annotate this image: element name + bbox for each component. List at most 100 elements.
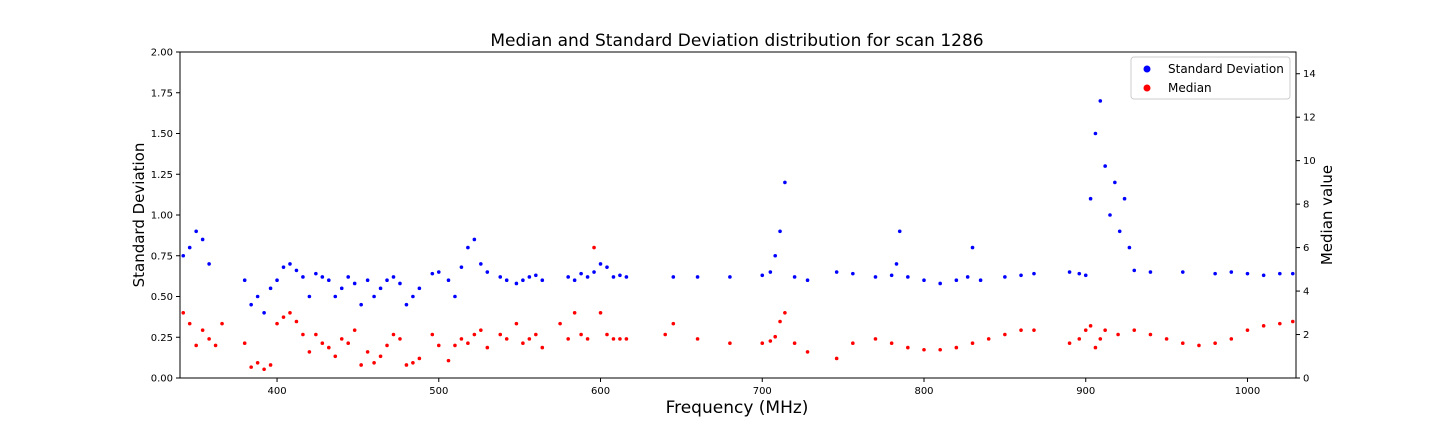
std-point bbox=[479, 262, 483, 266]
std-point bbox=[281, 265, 286, 269]
median-point bbox=[938, 347, 942, 352]
median-point bbox=[485, 345, 490, 350]
std-point bbox=[1032, 271, 1036, 276]
median-point bbox=[339, 337, 344, 341]
median-point bbox=[446, 358, 451, 363]
median-point bbox=[579, 332, 583, 337]
legend-label-median: Median bbox=[1168, 81, 1212, 95]
std-point bbox=[514, 281, 519, 286]
median-point bbox=[430, 332, 435, 337]
median-point bbox=[773, 334, 777, 339]
median-point bbox=[760, 341, 765, 346]
median-point bbox=[498, 332, 503, 337]
median-point bbox=[504, 337, 509, 341]
std-point bbox=[611, 275, 616, 279]
median-point bbox=[187, 321, 192, 326]
std-point bbox=[242, 278, 247, 283]
std-point bbox=[1113, 180, 1117, 185]
median-point bbox=[1116, 332, 1120, 337]
legend: Standard Deviation Median bbox=[1130, 56, 1291, 100]
std-point bbox=[472, 237, 477, 242]
median-point bbox=[268, 363, 273, 367]
x-tick-label: 500 bbox=[429, 386, 448, 397]
median-point bbox=[411, 360, 415, 365]
median-point bbox=[768, 339, 773, 343]
std-point bbox=[453, 294, 457, 299]
std-point bbox=[255, 294, 260, 299]
chart-title: Median and Standard Deviation distributi… bbox=[490, 31, 983, 51]
std-point bbox=[200, 237, 205, 242]
median-point bbox=[624, 337, 629, 341]
median-point bbox=[585, 337, 590, 341]
std-point bbox=[404, 302, 409, 307]
median-point bbox=[1088, 324, 1093, 328]
std-point bbox=[954, 278, 959, 283]
y2-tick-label: 0 bbox=[1303, 374, 1309, 385]
y-tick-label: 0.00 bbox=[151, 374, 173, 385]
std-point bbox=[783, 180, 787, 185]
y2-tick-label: 8 bbox=[1303, 200, 1309, 211]
y-tick-label: 0.25 bbox=[151, 333, 173, 344]
std-point bbox=[365, 278, 370, 283]
std-point bbox=[194, 229, 198, 234]
median-point bbox=[605, 332, 609, 337]
median-point bbox=[566, 337, 570, 341]
median-point bbox=[1093, 345, 1098, 350]
x-tick-label: 400 bbox=[267, 386, 286, 397]
legend-frame bbox=[1130, 56, 1291, 100]
median-point bbox=[954, 345, 959, 350]
std-point bbox=[1180, 270, 1185, 274]
median-point bbox=[521, 341, 525, 346]
median-point bbox=[1197, 343, 1201, 348]
median-point bbox=[453, 343, 457, 348]
std-point bbox=[1077, 271, 1082, 276]
y-tick-label: 0.50 bbox=[151, 292, 173, 303]
median-point bbox=[404, 363, 409, 367]
x-axis-label: Frequency (MHz) bbox=[666, 398, 809, 418]
x-axis-ticks: 400 500 600 700 800 900 1000 bbox=[267, 378, 1260, 397]
x-tick-label: 900 bbox=[1076, 386, 1095, 397]
median-point bbox=[792, 341, 797, 346]
median-point bbox=[378, 354, 383, 359]
std-point bbox=[527, 275, 532, 279]
median-point bbox=[922, 347, 926, 352]
std-point bbox=[459, 265, 464, 269]
y2-tick-label: 4 bbox=[1303, 287, 1309, 298]
median-point bbox=[352, 328, 357, 332]
std-point bbox=[417, 286, 422, 291]
std-point bbox=[1108, 213, 1112, 217]
median-point bbox=[1003, 332, 1007, 337]
x-tick-label: 700 bbox=[753, 386, 772, 397]
std-point bbox=[504, 278, 509, 283]
median-point bbox=[783, 311, 787, 315]
std-point bbox=[359, 302, 363, 307]
std-point bbox=[1148, 270, 1153, 274]
y-tick-label: 1.25 bbox=[151, 170, 173, 181]
std-point bbox=[938, 281, 942, 286]
std-point bbox=[728, 275, 732, 279]
median-point bbox=[333, 354, 338, 359]
legend-label-std: Standard Deviation bbox=[1168, 62, 1284, 76]
median-point bbox=[1213, 341, 1217, 346]
median-point bbox=[1103, 328, 1107, 332]
std-point bbox=[1093, 131, 1098, 136]
y-tick-label: 2.00 bbox=[151, 48, 173, 59]
y-tick-label: 1.00 bbox=[151, 211, 173, 222]
median-point bbox=[194, 343, 198, 348]
median-point bbox=[1261, 324, 1266, 328]
median-point bbox=[249, 365, 253, 369]
std-point bbox=[773, 253, 777, 258]
std-point bbox=[965, 275, 970, 279]
std-point bbox=[1003, 275, 1007, 279]
median-point bbox=[472, 332, 477, 337]
std-point bbox=[391, 275, 396, 279]
std-point bbox=[579, 271, 583, 276]
median-point bbox=[572, 311, 577, 315]
median-point bbox=[479, 328, 483, 332]
median-point bbox=[534, 332, 538, 337]
std-point bbox=[430, 271, 435, 276]
std-point bbox=[187, 245, 192, 250]
std-point bbox=[1290, 271, 1295, 276]
std-point bbox=[572, 278, 577, 283]
